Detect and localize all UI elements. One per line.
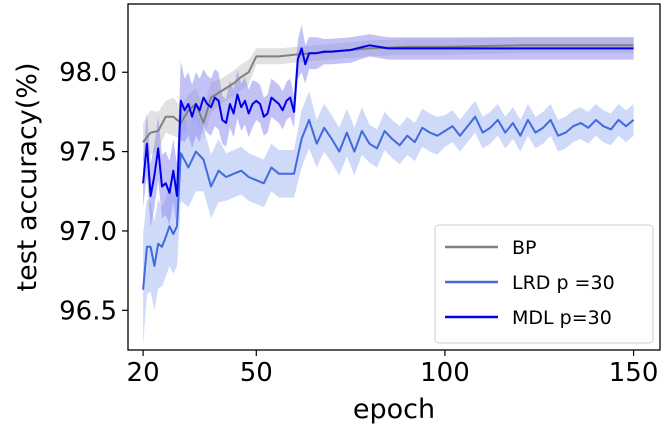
x-tick-label: 150 — [609, 358, 659, 388]
series-lines — [142, 44, 635, 290]
x-axis-ticks: 20 50 100 150 — [127, 350, 659, 388]
x-axis-label: epoch — [353, 394, 435, 425]
y-axis-label: test accuracy(%) — [12, 63, 43, 292]
line-lrd-p-30 — [142, 115, 635, 290]
x-tick-label: 20 — [127, 358, 160, 388]
y-tick-label: 97.5 — [59, 138, 117, 168]
legend-label-lrd-p-30: LRD p =30 — [512, 272, 615, 294]
y-tick-label: 98.0 — [59, 58, 117, 88]
band-lrd-p-30 — [143, 91, 634, 346]
plot-frame — [127, 3, 661, 351]
x-tick-label: 100 — [420, 358, 470, 388]
line-bp — [142, 44, 634, 143]
x-tick-label: 50 — [240, 358, 273, 388]
legend-label-mdl-p-30: MDL p=30 — [512, 307, 612, 329]
legend-label-bp: BP — [512, 237, 537, 259]
y-axis-ticks: 96.5 97.0 97.5 98.0 — [59, 58, 128, 326]
y-tick-label: 96.5 — [59, 296, 117, 326]
line-mdl-p-30 — [142, 44, 634, 197]
y-tick-label: 97.0 — [59, 217, 117, 247]
legend-box — [434, 224, 654, 344]
legend: BP LRD p =30 MDL p=30 — [434, 224, 654, 344]
